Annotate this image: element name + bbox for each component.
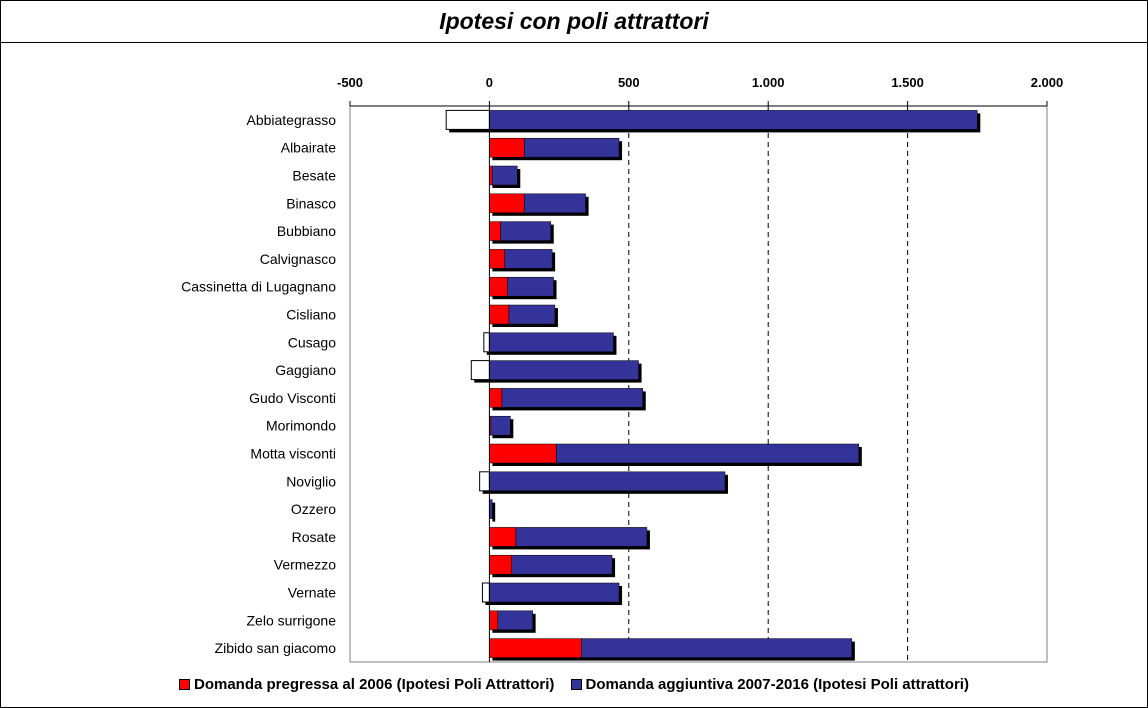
category-label: Rosate (292, 529, 337, 545)
bar-aggiuntiva (524, 137, 620, 158)
bar-pregressa (489, 527, 517, 547)
legend: Domanda pregressa al 2006 (Ipotesi Poli … (0, 676, 1148, 693)
category-label: Calvignasco (260, 251, 336, 267)
bar-aggiuntiva (508, 304, 556, 325)
category-label: Gudo Visconti (249, 390, 336, 406)
category-label: Gaggiano (275, 362, 336, 378)
category-label: Cisliano (286, 307, 336, 323)
bar-aggiuntiva (507, 276, 554, 297)
bar-pregressa (489, 221, 501, 241)
category-label: Besate (292, 168, 336, 184)
category-label: Ozzero (291, 501, 336, 517)
legend-label-pregressa: Domanda pregressa al 2006 (Ipotesi Poli … (194, 676, 555, 693)
bar-pregressa (489, 554, 512, 575)
title-band: Ipotesi con poli attrattori (0, 0, 1148, 43)
bar-pregressa-negative (470, 360, 490, 381)
bar-aggiuntiva (581, 638, 853, 658)
bar-pregressa (489, 193, 525, 214)
x-tick-label: 1.500 (891, 75, 924, 90)
bar-pregressa (489, 443, 557, 464)
bar-aggiuntiva (490, 415, 511, 436)
legend-item-aggiuntiva: Domanda aggiuntiva 2007-2016 (Ipotesi Po… (570, 676, 969, 693)
bar-aggiuntiva (524, 193, 586, 214)
bar-pregressa (489, 249, 505, 269)
bar-pregressa (489, 304, 510, 325)
category-label: Vernate (288, 585, 336, 601)
bar-aggiuntiva (489, 582, 620, 603)
bar-pregressa-negative (483, 332, 490, 353)
bar-aggiuntiva (491, 165, 518, 186)
bar-aggiuntiva (515, 527, 648, 547)
bar-aggiuntiva (501, 388, 643, 408)
plot-area (349, 105, 1048, 663)
legend-label-aggiuntiva: Domanda aggiuntiva 2007-2016 (Ipotesi Po… (585, 676, 969, 693)
legend-swatch-blue (570, 679, 582, 690)
x-tick-label: -500 (337, 75, 363, 90)
category-label: Noviglio (286, 473, 336, 489)
bar-pregressa-negative (479, 471, 490, 492)
bar-shadow (492, 502, 496, 522)
category-label: Bubbiano (277, 223, 336, 239)
bar-pregressa (489, 610, 499, 631)
x-tick-label: 1.000 (752, 75, 785, 90)
category-label: Vermezzo (274, 557, 336, 573)
bar-pregressa (489, 276, 508, 297)
legend-item-pregressa: Domanda pregressa al 2006 (Ipotesi Poli … (179, 676, 554, 693)
x-tick-label: 500 (618, 75, 640, 90)
category-label: Albairate (281, 140, 336, 156)
category-label: Abbiategrasso (246, 112, 336, 128)
legend-swatch-red (179, 679, 190, 690)
category-label: Cassinetta di Lugagnano (181, 279, 336, 295)
bar-aggiuntiva (511, 554, 613, 575)
bar-aggiuntiva (556, 443, 860, 464)
bar-pregressa (489, 388, 503, 408)
bar-aggiuntiva (497, 610, 533, 631)
bar-pregressa (489, 137, 525, 158)
category-label: Zelo surrigone (247, 612, 337, 628)
category-label: Zibido san giacomo (215, 640, 337, 656)
bar-aggiuntiva (504, 249, 553, 269)
bar-aggiuntiva (500, 221, 551, 241)
bar-aggiuntiva (489, 110, 978, 130)
category-label: Motta visconti (250, 446, 336, 462)
category-label: Morimondo (266, 418, 336, 434)
bar-aggiuntiva (489, 471, 726, 492)
category-label: Binasco (286, 195, 336, 211)
bar-pregressa-negative (481, 582, 490, 603)
bar-aggiuntiva (489, 360, 639, 380)
x-tick-label: 0 (486, 75, 493, 90)
bar-aggiuntiva (489, 332, 614, 353)
bar-pregressa (489, 638, 582, 658)
x-tick-label: 2.000 (1031, 75, 1064, 90)
chart-title: Ipotesi con poli attrattori (439, 8, 709, 34)
category-label: Cusago (288, 334, 336, 350)
bar-pregressa-negative (445, 109, 490, 130)
